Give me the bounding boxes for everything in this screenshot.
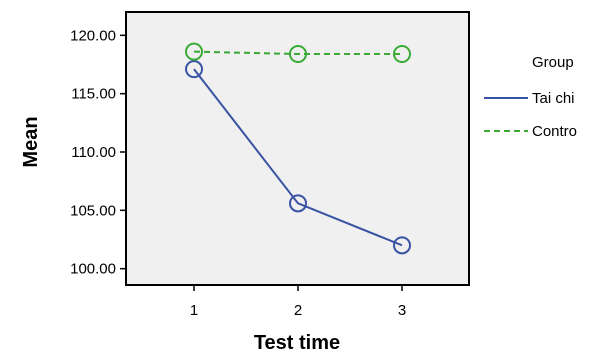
legend-title: Group (532, 54, 574, 71)
series-contro (185, 42, 411, 63)
series-tai-chi (185, 60, 411, 255)
x-axis: 1 2 3 (190, 285, 406, 319)
x-tick-label: 3 (398, 302, 406, 319)
data-point (393, 45, 411, 63)
y-axis: 100.00 105.00 110.00 115.00 120.00 (70, 27, 126, 278)
data-point (185, 42, 203, 61)
legend: Group Tai chi Contro (484, 54, 577, 140)
data-point (393, 236, 411, 255)
x-axis-title: Test time (254, 332, 340, 353)
data-point (289, 194, 307, 213)
x-tick-label: 1 (190, 302, 198, 319)
data-point (185, 60, 203, 79)
y-axis-title: Mean (20, 116, 42, 167)
series-line (193, 68, 403, 247)
series-line (193, 50, 402, 55)
y-tick-label: 105.00 (70, 202, 116, 219)
plot-area (125, 11, 470, 286)
x-tick-label: 2 (294, 302, 302, 319)
y-tick-label: 100.00 (70, 261, 116, 278)
series-layer (185, 42, 411, 255)
legend-label: Contro (532, 123, 577, 140)
y-tick-label: 115.00 (71, 86, 116, 103)
data-point (289, 45, 307, 63)
legend-label: Tai chi (532, 90, 575, 107)
y-tick-label: 120.00 (70, 27, 116, 44)
y-tick-label: 110.00 (71, 144, 116, 161)
